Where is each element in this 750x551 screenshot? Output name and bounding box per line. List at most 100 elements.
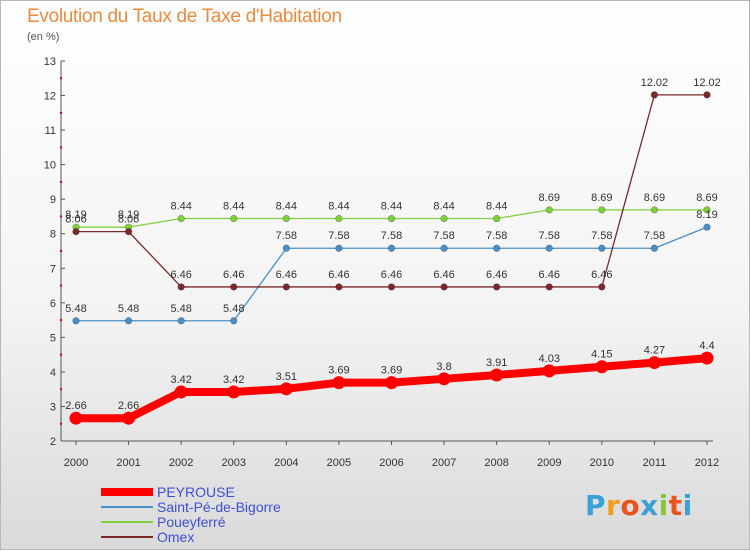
data-label: 3.8 [436,361,451,373]
data-point [700,351,714,365]
data-point [385,376,398,390]
y-minor-tick [60,250,62,252]
data-label: 4.4 [699,340,714,352]
legend-swatch [101,536,153,538]
x-tick-label: 2001 [116,457,140,469]
y-minor-tick [60,111,62,114]
data-point [493,244,501,252]
data-point [69,411,83,425]
x-tick-label: 2004 [274,457,298,469]
data-point [230,283,238,291]
data-label: 5.48 [65,303,86,315]
x-tick-label: 2010 [590,457,614,469]
data-label: 6.46 [170,269,191,281]
logo-letter: P [585,489,607,522]
data-label: 8.44 [223,201,244,213]
y-minor-tick [60,422,62,425]
logo-letter: t [668,489,683,522]
data-label: 7.58 [276,230,297,242]
x-tick-label: 2002 [169,457,193,469]
data-point [230,214,238,223]
y-tick-label: 11 [45,125,56,137]
data-point [650,244,659,252]
data-label: 8.69 [539,192,560,204]
y-minor-tick [60,319,62,322]
data-point [545,283,553,291]
legend-label: PEYROUSE [157,484,235,500]
data-point [335,244,343,252]
data-point [598,206,606,214]
y-tick-label: 2 [50,436,56,448]
data-label: 8.69 [696,192,717,204]
data-point [124,317,133,325]
y-tick-label: 9 [50,194,56,206]
data-label: 8.06 [118,214,139,226]
x-tick-label: 2005 [327,457,351,469]
data-point [703,223,711,231]
data-point [332,376,346,390]
data-label: 7.58 [433,230,454,242]
data-label: 8.19 [118,209,139,221]
data-point [387,244,396,252]
logo-letter: i [682,489,693,522]
chart-title: Evolution du Taux de Taxe d'Habitation [27,6,342,27]
data-label: 5.48 [118,303,139,315]
data-point [598,244,606,252]
data-point [230,317,238,325]
legend-label: Saint-Pé-de-Bigorre [157,499,281,515]
data-point [545,244,553,252]
y-minor-tick [60,353,62,356]
data-label: 8.69 [644,192,665,204]
data-label: 6.46 [433,269,454,281]
data-point [437,372,451,386]
data-label: 2.66 [65,400,86,412]
y-minor-tick [60,77,62,80]
y-minor-tick [60,284,62,287]
legend-label: Omex [157,529,195,545]
data-label: 3.42 [170,374,191,386]
data-label: 6.46 [381,269,402,281]
data-label: 5.48 [223,303,244,315]
logo-letter: r [606,489,621,522]
data-point [493,283,501,291]
data-label: 8.44 [276,201,297,213]
x-tick-label: 2011 [643,457,667,469]
data-label: 6.46 [486,269,507,281]
series-line [75,94,708,288]
data-point [490,368,504,382]
y-minor-tick [60,388,62,391]
y-tick-label: 8 [50,229,56,241]
data-label: 8.06 [65,214,86,226]
chart-unit: (en %) [27,31,60,43]
data-point [650,206,659,214]
y-minor-tick [60,215,62,218]
data-label: 6.46 [276,269,297,281]
y-tick-label: 12 [44,91,56,103]
data-label: 7.58 [381,230,402,242]
data-point [598,283,606,291]
y-minor-tick [60,146,62,149]
x-tick-label: 2007 [432,457,456,469]
y-minor-tick [60,180,62,183]
x-tick-label: 2006 [379,457,403,469]
data-label: 4.03 [539,353,560,365]
data-point [335,214,343,223]
logo-letter: i [658,489,669,522]
data-point [124,228,133,236]
data-label: 5.48 [170,303,191,315]
data-label: 3.91 [486,357,507,369]
data-label: 3.69 [328,365,349,377]
data-point [703,206,711,214]
y-tick-label: 10 [44,160,56,172]
proxiti-logo: Proxiti [585,489,693,522]
data-point [279,382,293,396]
data-point [650,91,659,99]
data-label: 8.44 [433,201,454,213]
data-label: 8.19 [65,209,86,221]
legend-swatch [101,506,153,508]
data-point [282,283,290,291]
x-tick-label: 2008 [484,457,508,469]
data-label: 6.46 [328,269,349,281]
